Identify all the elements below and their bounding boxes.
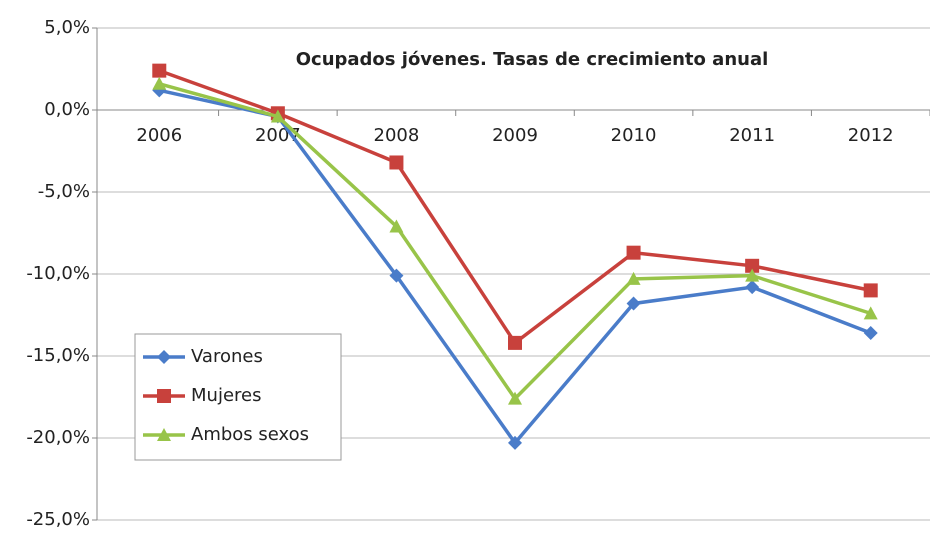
legend-label: Ambos sexos <box>191 424 309 445</box>
marker <box>508 335 522 350</box>
marker <box>745 258 760 273</box>
y-tick-label: -15,0% <box>26 345 90 366</box>
y-tick-label: 5,0% <box>44 17 90 38</box>
marker <box>863 283 878 298</box>
marker <box>389 219 404 233</box>
y-tick-label: -10,0% <box>26 263 90 284</box>
marker <box>863 326 878 341</box>
marker <box>157 350 171 364</box>
legend: Varones Mujeres Ambos sexos <box>134 333 342 461</box>
y-tick-label: -20,0% <box>26 427 90 448</box>
marker <box>626 296 641 311</box>
marker <box>157 389 171 403</box>
marker <box>389 268 404 283</box>
marker <box>270 109 285 123</box>
chart-title: Ocupados jóvenes. Tasas de crecimiento a… <box>296 49 769 70</box>
marker <box>745 280 760 295</box>
marker <box>152 76 167 90</box>
marker <box>389 155 404 170</box>
marker <box>626 271 641 285</box>
series <box>152 63 878 350</box>
x-tick-label: 2009 <box>492 125 538 146</box>
marker <box>508 391 522 405</box>
marker <box>152 63 167 78</box>
y-tick-label: 0,0% <box>44 99 90 120</box>
series <box>152 76 878 405</box>
marker <box>508 435 522 450</box>
y-tick-label: -25,0% <box>26 509 90 530</box>
x-tick-label: 2011 <box>729 125 775 146</box>
marker <box>863 306 878 320</box>
marker <box>626 245 641 260</box>
x-tick-label: 2010 <box>611 125 657 146</box>
marker <box>745 268 760 282</box>
legend-label: Varones <box>191 346 263 367</box>
x-tick-label: 2006 <box>136 125 182 146</box>
legend-label: Mujeres <box>191 385 261 406</box>
x-tick-label: 2008 <box>374 125 420 146</box>
x-tick-label: 2012 <box>848 125 894 146</box>
y-tick-label: -5,0% <box>38 181 90 202</box>
marker <box>157 428 171 441</box>
